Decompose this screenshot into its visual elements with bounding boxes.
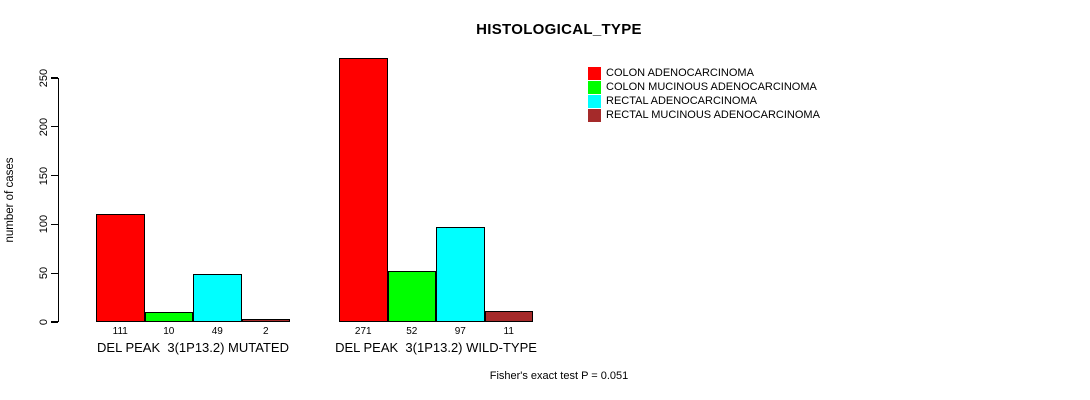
bar-value-label: 97 bbox=[454, 326, 466, 337]
bar-colon-mucinous-adenocarcinoma bbox=[387, 271, 436, 322]
legend-swatch bbox=[588, 67, 601, 80]
bar-value-label: 271 bbox=[354, 326, 372, 337]
y-axis-title: number of cases bbox=[4, 157, 16, 243]
bar-colon-adenocarcinoma bbox=[96, 213, 145, 322]
bar-rectal-adenocarcinoma bbox=[436, 227, 485, 322]
legend-label: COLON MUCINOUS ADENOCARCINOMA bbox=[606, 80, 817, 93]
chart-title: HISTOLOGICAL_TYPE bbox=[476, 21, 642, 38]
legend-label: RECTAL ADENOCARCINOMA bbox=[606, 94, 757, 107]
y-tick-label: 250 bbox=[38, 68, 50, 88]
bar-value-label: 111 bbox=[112, 326, 128, 337]
bar-rectal-adenocarcinoma bbox=[193, 274, 242, 322]
y-tick-mark bbox=[51, 77, 58, 79]
bar-rectal-mucinous-adenocarcinoma bbox=[484, 311, 533, 322]
bar-value-label: 11 bbox=[503, 326, 514, 337]
bar-value-label: 10 bbox=[163, 326, 175, 337]
y-tick-label: 200 bbox=[38, 117, 50, 136]
y-tick-mark bbox=[51, 272, 58, 274]
y-tick-label: 150 bbox=[38, 166, 50, 185]
y-tick-mark bbox=[51, 126, 58, 128]
legend-label: RECTAL MUCINOUS ADENOCARCINOMA bbox=[606, 108, 820, 121]
group-label: DEL PEAK 3(1P13.2) MUTATED bbox=[97, 340, 289, 355]
bar-colon-adenocarcinoma bbox=[339, 57, 388, 322]
legend-swatch bbox=[588, 95, 601, 108]
bar-value-label: 2 bbox=[262, 326, 269, 337]
y-tick-label: 0 bbox=[38, 318, 50, 326]
y-tick-mark bbox=[51, 223, 58, 226]
bar-colon-mucinous-adenocarcinoma bbox=[144, 312, 193, 322]
y-tick-label: 50 bbox=[38, 267, 50, 280]
legend-label: COLON ADENOCARCINOMA bbox=[606, 66, 754, 79]
legend-swatch bbox=[588, 109, 601, 122]
y-tick-mark bbox=[51, 321, 58, 323]
y-axis-line bbox=[58, 78, 60, 322]
group-label: DEL PEAK 3(1P13.2) WILD-TYPE bbox=[335, 340, 537, 355]
bar-rectal-mucinous-adenocarcinoma bbox=[241, 319, 290, 322]
bar-value-label: 52 bbox=[406, 326, 418, 337]
y-tick-mark bbox=[51, 174, 58, 177]
legend-swatch bbox=[588, 81, 601, 94]
y-tick-label: 100 bbox=[38, 215, 50, 234]
bar-value-label: 49 bbox=[211, 326, 223, 337]
footnote: Fisher's exact test P = 0.051 bbox=[489, 370, 629, 382]
